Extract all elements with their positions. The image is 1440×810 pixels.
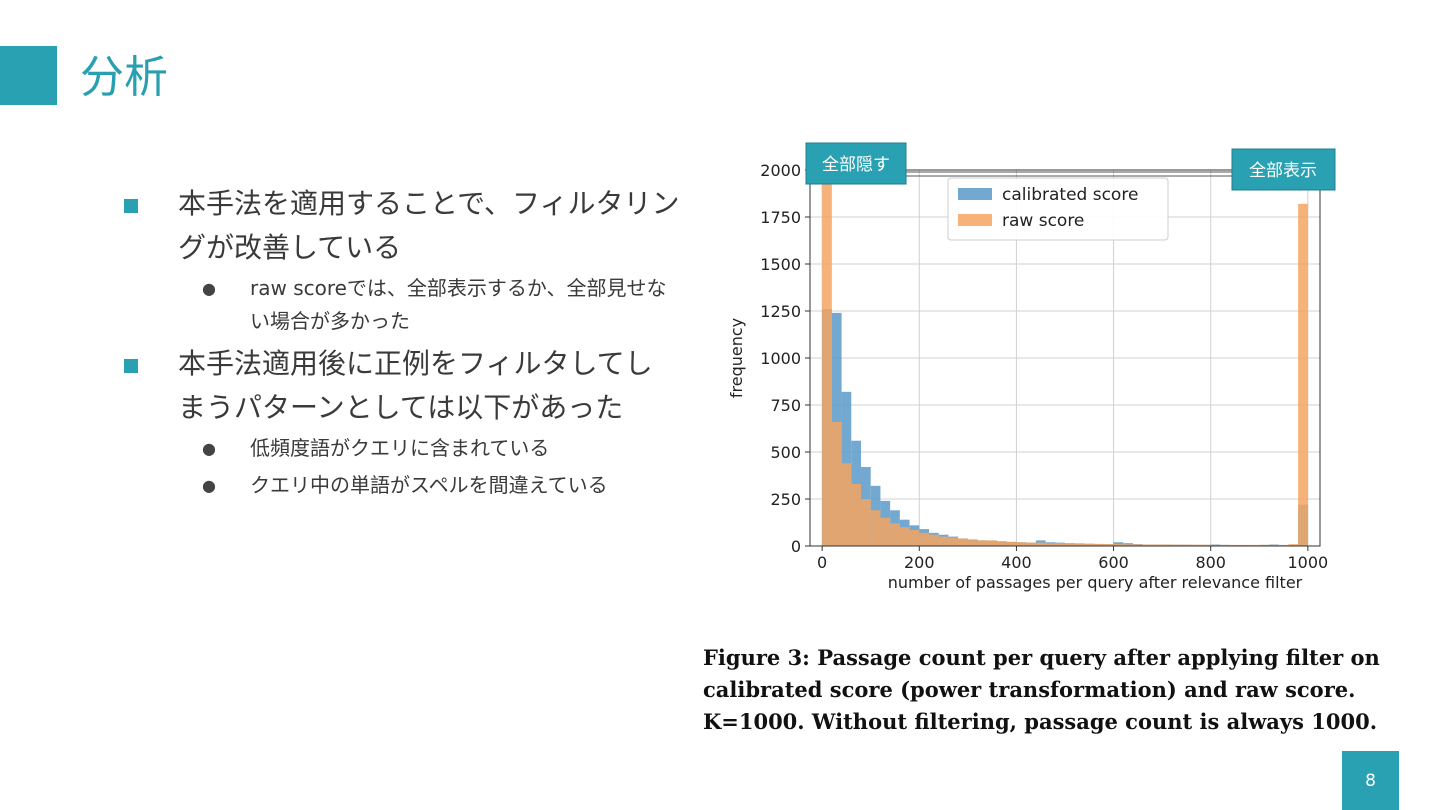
histogram-bar xyxy=(1259,544,1269,546)
histogram-bar xyxy=(938,536,949,546)
x-tick-label: 1000 xyxy=(1287,553,1328,572)
histogram-bar xyxy=(1016,542,1027,546)
histogram-bar xyxy=(1210,544,1221,546)
histogram-bar xyxy=(1065,543,1075,546)
histogram-bar xyxy=(1269,544,1279,546)
legend-swatch xyxy=(958,214,992,226)
histogram-bar xyxy=(1055,543,1065,546)
histogram-bar xyxy=(1084,543,1095,546)
bullet-text: 本手法適用後に正例をフィルタしてしまうパターンとしては以下があった xyxy=(178,347,653,424)
histogram-bar xyxy=(861,499,871,546)
histogram-bar xyxy=(977,540,988,546)
y-tick-label: 1250 xyxy=(760,302,801,321)
bullet-text: 本手法を適用することで、フィルタリングが改善している xyxy=(178,187,680,264)
histogram-bar xyxy=(1288,544,1299,546)
x-tick-label: 0 xyxy=(817,553,827,572)
legend-label: calibrated score xyxy=(1002,185,1138,205)
histogram-figure: 0 200 400 600 800 1000 0 250 500 750 1000 1250 1500 1… xyxy=(720,140,1350,600)
hide-all-annotation-label: 全部隠す xyxy=(822,155,890,175)
histogram-bar xyxy=(1133,544,1143,546)
legend-swatch xyxy=(958,188,992,200)
histogram-bar xyxy=(1123,544,1133,546)
page-number: 8 xyxy=(1342,751,1399,810)
dot-bullet-icon: ● xyxy=(202,476,216,495)
figure-caption: Figure 3: Passage count per query after … xyxy=(703,645,1380,734)
histogram-bar xyxy=(987,540,997,546)
histogram-bar xyxy=(997,541,1007,546)
dot-bullet-icon: ● xyxy=(202,439,216,458)
histogram-bar xyxy=(967,539,978,546)
histogram-bar xyxy=(1239,544,1250,546)
histogram-bar xyxy=(1026,542,1036,546)
sub-bullet-item: ● 低頻度語がクエリに含まれている xyxy=(120,432,680,465)
y-tick-label: 750 xyxy=(770,396,801,415)
y-tick-label: 250 xyxy=(770,490,801,509)
histogram-bar xyxy=(1142,544,1153,546)
histogram-bar xyxy=(890,523,900,546)
histogram-bar xyxy=(880,517,891,546)
histogram-chart: 0 200 400 600 800 1000 0 250 500 750 1000 1250 1500 1… xyxy=(727,142,1336,592)
sub-bullet-item: ● クエリ中の単語がスペルを間違えている xyxy=(120,469,680,502)
y-tick-label: 2000 xyxy=(760,161,801,180)
histogram-bar xyxy=(1230,544,1240,546)
title-accent-block xyxy=(0,46,57,105)
histogram-bar xyxy=(841,463,852,546)
histogram-bar xyxy=(1103,544,1114,546)
x-tick-label: 800 xyxy=(1195,553,1226,572)
histogram-bar xyxy=(1191,544,1201,546)
histogram-bar xyxy=(958,538,968,546)
histogram-bar xyxy=(1201,544,1211,546)
sub-bullet-text: 低頻度語がクエリに含まれている xyxy=(250,436,550,460)
bullet-list: 本手法を適用することで、フィルタリングが改善している ● raw scoreでは… xyxy=(120,182,680,506)
histogram-bar xyxy=(899,527,910,546)
legend-label: raw score xyxy=(1002,211,1084,231)
y-tick-label: 1500 xyxy=(760,255,801,274)
histogram-bar xyxy=(1162,544,1172,546)
y-axis-label: frequency xyxy=(727,318,746,398)
histogram-bar xyxy=(919,532,929,546)
bullet-item: 本手法を適用することで、フィルタリングが改善している xyxy=(120,182,680,270)
x-axis-label: number of passages per query after relev… xyxy=(888,573,1303,592)
histogram-bar xyxy=(1035,542,1046,546)
y-tick-label: 1000 xyxy=(760,349,801,368)
y-tick-label: 0 xyxy=(791,537,801,556)
histogram-bar xyxy=(822,181,832,546)
hide-all-annotation-box xyxy=(805,142,907,185)
square-bullet-icon xyxy=(124,359,138,373)
histogram-bar xyxy=(909,530,920,546)
y-tick-label: 500 xyxy=(770,443,801,462)
histogram-bar xyxy=(948,537,959,546)
show-all-annotation-label: 全部表示 xyxy=(1249,161,1317,181)
histogram-bar xyxy=(1220,544,1231,546)
dot-bullet-icon: ● xyxy=(202,279,216,298)
histogram-bar xyxy=(929,534,939,546)
histogram-bar xyxy=(1074,543,1085,546)
sub-bullet-text: クエリ中の単語がスペルを間違えている xyxy=(250,473,608,497)
show-all-annotation-box xyxy=(1231,148,1336,191)
histogram-bar xyxy=(1181,544,1192,546)
legend-box xyxy=(947,177,1169,241)
bullet-item: 本手法適用後に正例をフィルタしてしまうパターンとしては以下があった xyxy=(120,342,680,430)
histogram-bar xyxy=(1249,544,1260,546)
histogram-bar xyxy=(1298,203,1308,546)
sub-bullet-item: ● raw scoreでは、全部表示するか、全部見せない場合が多かった xyxy=(120,272,680,338)
slide-title: 分析 xyxy=(80,52,168,103)
square-bullet-icon xyxy=(124,199,138,213)
x-tick-label: 600 xyxy=(1098,553,1129,572)
histogram-bar xyxy=(1171,544,1182,546)
histogram-bar xyxy=(1006,541,1017,546)
histogram-bar xyxy=(1045,543,1056,546)
histogram-bar xyxy=(870,510,881,546)
histogram-bar xyxy=(831,421,842,546)
y-tick-label: 1750 xyxy=(760,208,801,227)
histogram-bar xyxy=(1094,543,1104,546)
histogram-bar xyxy=(851,483,861,546)
sub-bullet-text: raw scoreでは、全部表示するか、全部見せない場合が多かった xyxy=(250,276,667,333)
x-tick-label: 400 xyxy=(1001,553,1032,572)
x-tick-label: 200 xyxy=(904,553,935,572)
histogram-bar xyxy=(1113,544,1124,546)
histogram-bar xyxy=(1278,544,1289,546)
histogram-bar xyxy=(1152,544,1163,546)
